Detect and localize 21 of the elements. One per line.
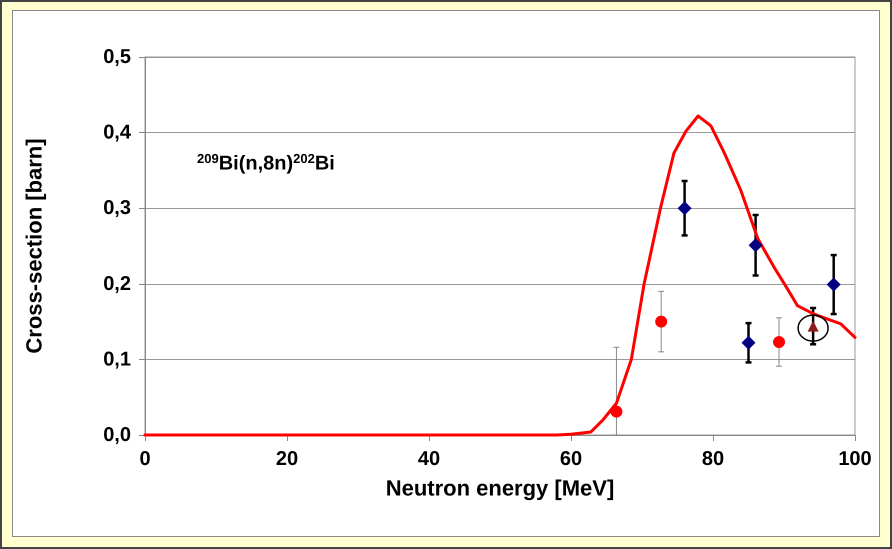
point <box>742 336 756 350</box>
x-tick-label: 20 <box>276 448 298 470</box>
y-tick-label: 0,0 <box>103 424 131 446</box>
y-axis-title: Cross-section [barn] <box>22 138 46 354</box>
y-tick-label: 0,2 <box>103 272 131 295</box>
x-tick-label: 80 <box>702 448 724 470</box>
point <box>678 201 692 216</box>
point <box>773 336 786 348</box>
x-tick-label: 40 <box>418 448 440 470</box>
x-tick-label: 60 <box>560 448 582 470</box>
point <box>655 316 668 328</box>
y-tick-label: 0,1 <box>103 348 131 370</box>
point <box>610 406 622 418</box>
x-axis-title: Neutron energy [MeV] <box>386 476 614 500</box>
x-tick-label: 0 <box>139 448 151 470</box>
y-tick-label: 0,3 <box>103 197 131 220</box>
y-tick-label: 0,4 <box>103 122 132 144</box>
y-tick-label: 0,5 <box>103 46 131 68</box>
x-tick-label: 100 <box>838 448 872 470</box>
point <box>826 278 841 292</box>
point <box>748 238 763 252</box>
